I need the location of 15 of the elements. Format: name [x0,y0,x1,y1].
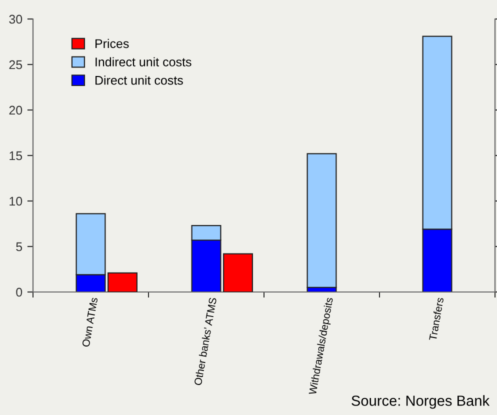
x-tick-label: Own ATMs [82,297,98,348]
y-tick-label: 30 [9,14,22,24]
x-tick-label: Other banks' ATMS [194,297,217,386]
legend-label: Prices [95,38,129,48]
legend-label: Indirect unit costs [96,57,192,66]
source-note: Source: Norges Bank [352,395,490,409]
legend-label: Direct unit costs [95,76,183,85]
y-tick-label: 20 [9,106,22,115]
bar [306,153,337,288]
y-tick-label: 5 [16,242,22,252]
y-tick-label: 0 [16,288,22,297]
y-tick-label: 10 [10,196,22,206]
y-tick-label: 25 [9,60,22,70]
y-tick-label: 15 [10,151,22,160]
x-tick-label: Transfers [428,297,444,341]
